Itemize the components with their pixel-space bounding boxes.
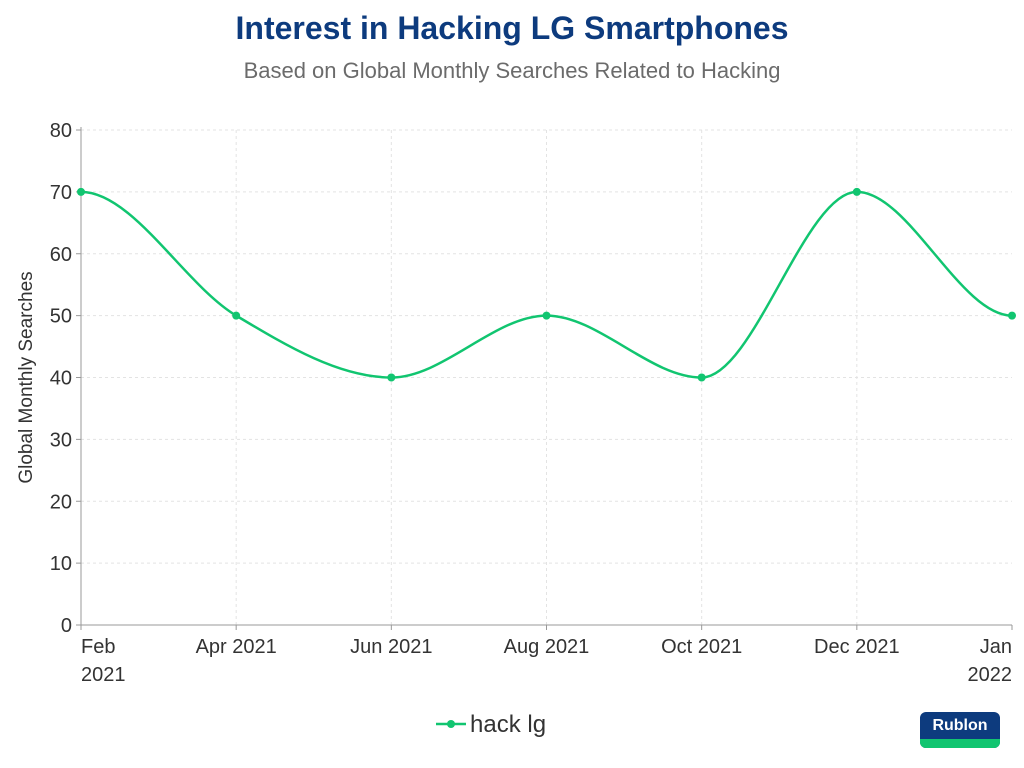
y-tick-label: 80 — [50, 120, 72, 142]
y-tick-label: 40 — [50, 368, 72, 390]
x-tick-label: Apr 2021 — [196, 636, 277, 658]
chart-subtitle: Based on Global Monthly Searches Related… — [243, 58, 781, 83]
data-point — [232, 311, 241, 320]
y-tick-label: 10 — [50, 553, 72, 575]
legend-marker — [447, 720, 455, 728]
rublon-logo: Rublon — [920, 712, 1000, 748]
data-point — [542, 311, 551, 320]
data-point — [77, 187, 85, 196]
chart-title: Interest in Hacking LG Smartphones — [235, 10, 789, 46]
x-tick-label: Aug 2021 — [504, 636, 590, 658]
y-tick-label: 60 — [50, 244, 72, 266]
x-tick-label: Jun 2021 — [350, 636, 432, 658]
data-point — [1008, 311, 1016, 320]
y-tick-label: 0 — [61, 615, 72, 637]
x-tick-label: Jan — [980, 636, 1012, 658]
y-tick-label: 20 — [50, 491, 72, 513]
data-point — [852, 187, 861, 196]
y-tick-label: 30 — [50, 429, 72, 451]
data-point — [387, 373, 396, 382]
y-tick-label: 50 — [50, 306, 72, 328]
data-point — [697, 373, 706, 382]
legend-label: hack lg — [470, 711, 546, 738]
y-axis-label: Global Monthly Searches — [16, 271, 37, 483]
x-tick-label: 2021 — [81, 664, 126, 686]
x-tick-label: 2022 — [968, 664, 1013, 686]
x-tick-label: Oct 2021 — [661, 636, 742, 658]
y-tick-label: 70 — [50, 182, 72, 204]
series-line — [80, 190, 1013, 379]
x-tick-label: Feb — [81, 636, 115, 658]
x-tick-label: Dec 2021 — [814, 636, 900, 658]
